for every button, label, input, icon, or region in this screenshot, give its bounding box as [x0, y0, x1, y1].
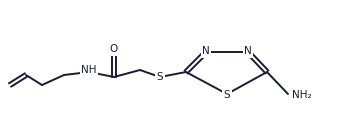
Text: NH: NH [81, 65, 97, 75]
Text: N: N [202, 46, 210, 56]
Text: S: S [157, 72, 163, 82]
Text: NH₂: NH₂ [292, 90, 312, 100]
Text: S: S [224, 90, 230, 100]
Text: O: O [110, 44, 118, 54]
Text: N: N [244, 46, 252, 56]
